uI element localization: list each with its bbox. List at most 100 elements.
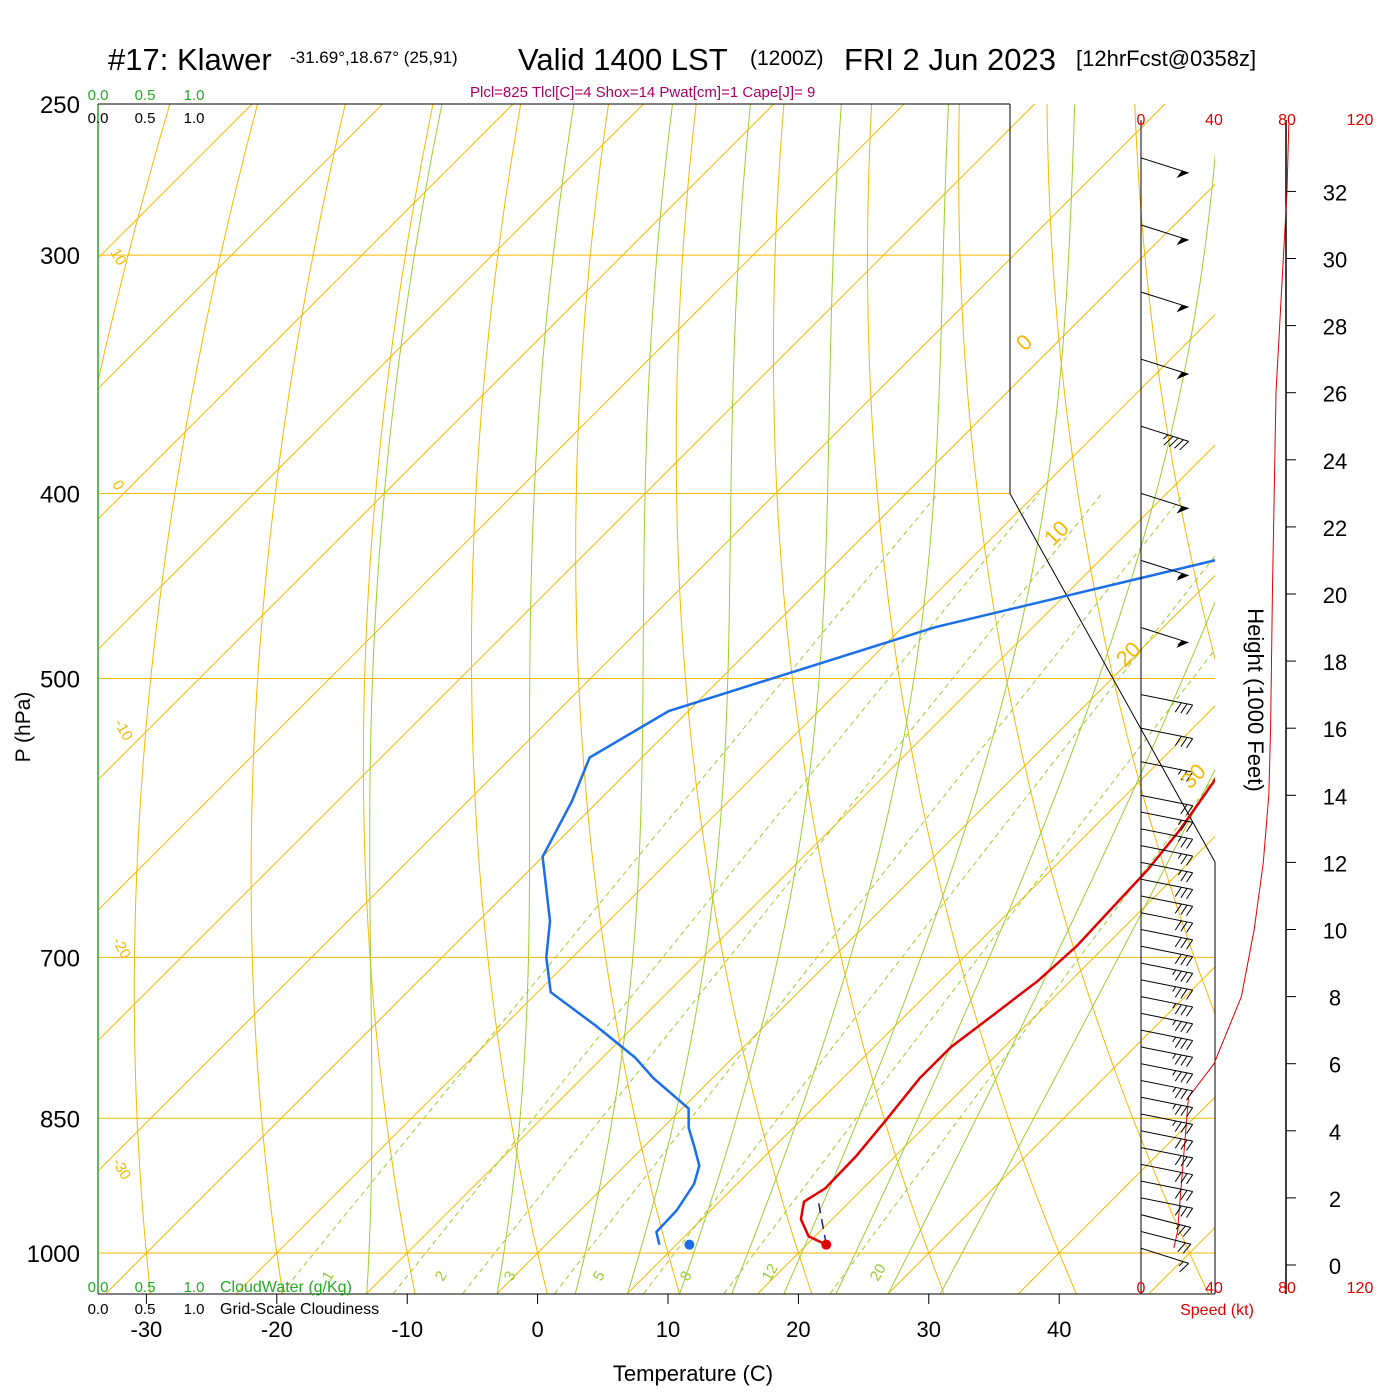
wind-barb-staff	[1140, 929, 1193, 941]
wind-barb	[1140, 1046, 1194, 1067]
wind-barb-flag	[1180, 1156, 1188, 1167]
wind-barb-flag	[1186, 889, 1194, 900]
wind-barb-flag	[1186, 939, 1194, 950]
wind-barb-pennant	[1176, 304, 1189, 313]
wind-barb-flag	[1186, 855, 1194, 866]
wind-barb-flag	[1174, 1021, 1182, 1032]
wind-barb-half-flag	[1172, 1070, 1177, 1076]
dry-adiabat-line	[1394, 70, 1400, 1293]
dry-adiabat-line	[471, 104, 548, 1294]
mixing-ratio-label: 8	[677, 1268, 696, 1284]
wind-barb-half-flag	[1178, 1261, 1184, 1267]
height-tick-label: 30	[1323, 248, 1347, 273]
isotherm-line	[98, 104, 1036, 1042]
wind-barb-staff	[1140, 627, 1189, 644]
wind-barb	[1140, 559, 1189, 581]
dry-adiabat-line	[250, 104, 346, 1294]
wind-barb	[1140, 929, 1194, 950]
dry-adiabat-line	[362, 104, 434, 1294]
wind-barb-staff	[1140, 1113, 1193, 1125]
wind-barb-half-flag	[1172, 986, 1177, 992]
wind-barb	[1140, 794, 1194, 816]
wind-barb	[1140, 425, 1189, 451]
wind-barb-flag	[1186, 922, 1194, 933]
wind-barb	[1140, 811, 1194, 832]
wind-barb-flag	[1179, 441, 1189, 451]
x-tick-label: -20	[261, 1317, 293, 1342]
cloudwater-label: CloudWater (g/Kg)	[220, 1279, 352, 1296]
wind-barb-flag	[1180, 1055, 1188, 1066]
wind-barb-flag	[1174, 1155, 1182, 1166]
wind-barb-flag	[1177, 1225, 1186, 1236]
mixing-ratio-line	[829, 776, 1215, 1294]
wind-barb-flag	[1179, 1262, 1189, 1273]
wind-barb-flag	[1186, 771, 1194, 782]
mixing-ratio-label: 12	[759, 1261, 782, 1284]
isotherm-line	[627, 705, 1215, 1294]
dry-adiabat-label: -30	[109, 1156, 135, 1183]
isotherm-line	[757, 835, 1215, 1294]
speed-bottom-tick: 40	[1205, 1280, 1223, 1297]
wind-barb-staff	[1140, 912, 1193, 924]
height-tick-label: 14	[1323, 784, 1347, 809]
wind-barb-staff	[1140, 425, 1189, 442]
wind-barb-flag	[1186, 822, 1194, 832]
y-tick-label: 700	[40, 945, 80, 972]
wind-barb	[1140, 1130, 1194, 1151]
wind-barb	[1140, 1163, 1194, 1185]
wind-barb-flag	[1180, 837, 1188, 848]
wind-barb-flag	[1180, 804, 1188, 815]
wind-barb-flag	[1174, 954, 1182, 964]
speed-top-tick: 40	[1205, 112, 1223, 129]
wind-barb-flag	[1180, 1106, 1188, 1117]
mixing-ratio-line	[723, 648, 1215, 1294]
height-tick-label: 8	[1329, 986, 1341, 1011]
x-tick-label: 20	[786, 1317, 810, 1342]
wind-barb-flag	[1186, 1107, 1194, 1118]
wind-barb-staff	[1140, 1079, 1193, 1092]
wind-barb	[1140, 878, 1194, 900]
wind-barb-flag	[1174, 702, 1182, 713]
wind-barb-flag	[1174, 1105, 1182, 1115]
wind-barb-half-flag	[1177, 769, 1182, 775]
wind-barb	[1140, 291, 1189, 313]
dry-adiabat-line	[867, 104, 1077, 1294]
pressure-isobar-group	[97, 103, 1216, 1304]
height-tick-label: 16	[1323, 717, 1347, 742]
wind-barb	[1140, 845, 1194, 866]
wind-barb-staff	[1140, 1012, 1193, 1025]
wind-barb-flag	[1186, 1207, 1194, 1218]
moist-adiabat-line	[887, 601, 1215, 1294]
wind-barb-staff	[1140, 811, 1193, 823]
isotherm-line	[888, 966, 1215, 1294]
wind-barb-flag	[1174, 1037, 1182, 1048]
wind-barb-staff	[1140, 1063, 1193, 1075]
wind-barb-flag	[1186, 1040, 1194, 1051]
wind-barb	[1140, 1029, 1194, 1051]
wind-barb-flag	[1180, 1122, 1188, 1133]
wind-barb	[1140, 912, 1194, 933]
y-tick-label: 300	[40, 243, 80, 270]
wind-barb	[1140, 627, 1189, 648]
wind-barb	[1140, 1230, 1192, 1254]
dry-adiabat-line	[675, 104, 813, 1294]
wind-barb	[1140, 1113, 1194, 1134]
wind-barb	[1140, 1147, 1194, 1168]
wind-barb-staff	[1140, 694, 1193, 706]
wind-barb-flag	[1177, 1242, 1186, 1253]
wind-barb-pennant	[1176, 237, 1189, 246]
isotherm-line	[105, 183, 1215, 1294]
wind-barb-flag	[1186, 1006, 1194, 1017]
wind-barb-staff	[1140, 1247, 1189, 1264]
wind-barb-flag	[1186, 1023, 1194, 1034]
wind-barb	[1140, 979, 1194, 1000]
wind-profile-group	[1140, 120, 1296, 1294]
wind-barb-staff	[1140, 845, 1193, 857]
moist-adiabat-line	[366, 104, 443, 1294]
wind-speed-line	[1173, 124, 1290, 1249]
cloudiness-bottom-tick: 0.0	[88, 1301, 109, 1318]
wind-barb	[1140, 492, 1189, 514]
wind-barb-pennant	[1176, 372, 1189, 380]
wind-barb-half-flag	[1177, 870, 1182, 876]
